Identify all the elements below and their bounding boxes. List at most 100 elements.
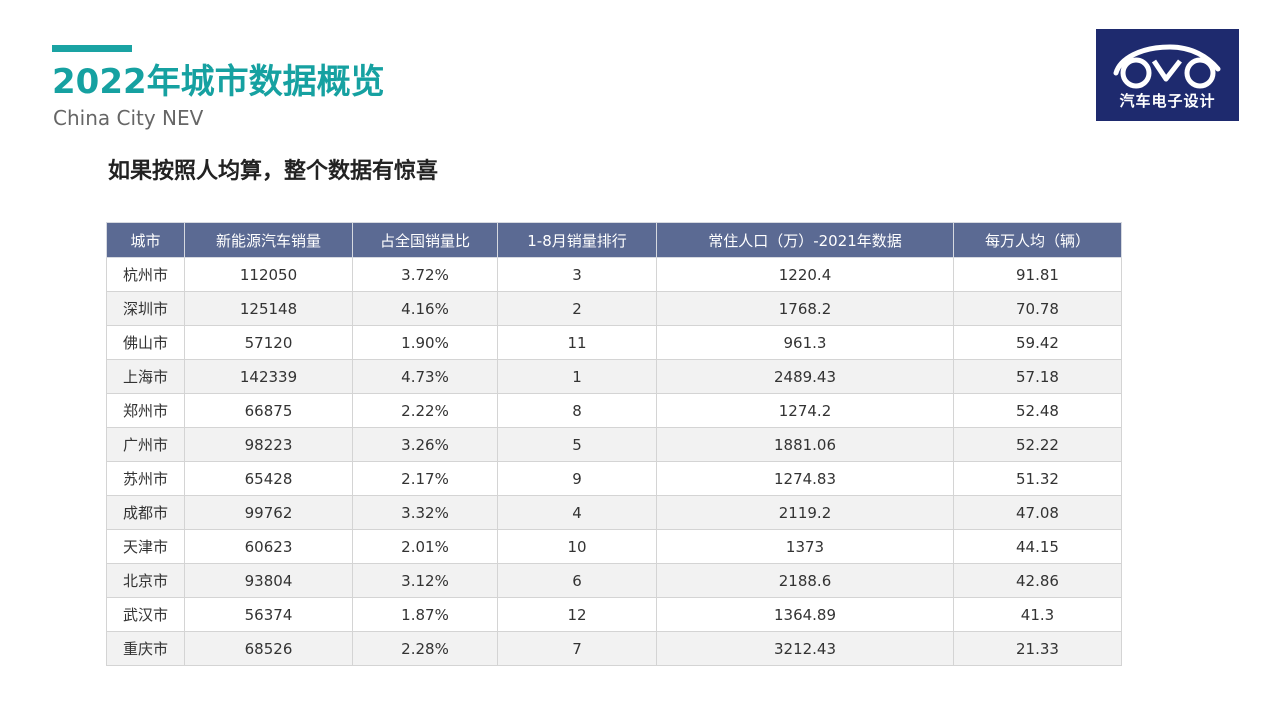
cell-nev-sales: 66875 (184, 393, 353, 428)
column-header-national-share: 占全国销量比 (352, 222, 498, 258)
cell-sales-rank: 2 (497, 291, 657, 326)
table-row: 上海市 142339 4.73% 1 2489.43 57.18 (106, 359, 1122, 394)
cell-per-10k: 59.42 (953, 325, 1122, 360)
column-header-sales-rank: 1-8月销量排行 (497, 222, 657, 258)
cell-per-10k: 52.48 (953, 393, 1122, 428)
cell-city: 苏州市 (106, 461, 185, 496)
cell-national-share: 4.16% (352, 291, 498, 326)
cell-city: 北京市 (106, 563, 185, 598)
table-row: 佛山市 57120 1.90% 11 961.3 59.42 (106, 325, 1122, 360)
cell-city: 杭州市 (106, 257, 185, 292)
cell-population: 2119.2 (656, 495, 954, 530)
slide-headline: 如果按照人均算，整个数据有惊喜 (108, 159, 439, 184)
cell-sales-rank: 9 (497, 461, 657, 496)
table-row: 重庆市 68526 2.28% 7 3212.43 21.33 (106, 631, 1122, 666)
cell-city: 成都市 (106, 495, 185, 530)
cell-city: 天津市 (106, 529, 185, 564)
title-accent-bar (52, 45, 132, 52)
cell-sales-rank: 10 (497, 529, 657, 564)
brand-logo: 汽车电子设计 (1096, 29, 1239, 121)
cell-population: 1364.89 (656, 597, 954, 632)
cell-sales-rank: 8 (497, 393, 657, 428)
cell-per-10k: 57.18 (953, 359, 1122, 394)
column-header-population: 常住人口（万）-2021年数据 (656, 222, 954, 258)
cell-nev-sales: 56374 (184, 597, 353, 632)
cell-nev-sales: 93804 (184, 563, 353, 598)
cell-nev-sales: 57120 (184, 325, 353, 360)
cell-per-10k: 47.08 (953, 495, 1122, 530)
cell-national-share: 2.17% (352, 461, 498, 496)
logo-text: 汽车电子设计 (1119, 92, 1216, 110)
cell-per-10k: 44.15 (953, 529, 1122, 564)
cell-nev-sales: 98223 (184, 427, 353, 462)
table-row: 深圳市 125148 4.16% 2 1768.2 70.78 (106, 291, 1122, 326)
cell-nev-sales: 68526 (184, 631, 353, 666)
cell-nev-sales: 60623 (184, 529, 353, 564)
cell-per-10k: 52.22 (953, 427, 1122, 462)
cell-sales-rank: 6 (497, 563, 657, 598)
table-header-row: 城市 新能源汽车销量 占全国销量比 1-8月销量排行 常住人口（万）-2021年数据 每万… (106, 222, 1122, 258)
cell-national-share: 3.26% (352, 427, 498, 462)
cell-population: 1373 (656, 529, 954, 564)
cell-sales-rank: 4 (497, 495, 657, 530)
cell-nev-sales: 65428 (184, 461, 353, 496)
table-row: 武汉市 56374 1.87% 12 1364.89 41.3 (106, 597, 1122, 632)
cell-city: 佛山市 (106, 325, 185, 360)
cell-per-10k: 51.32 (953, 461, 1122, 496)
cell-population: 961.3 (656, 325, 954, 360)
cell-national-share: 1.90% (352, 325, 498, 360)
cell-population: 2489.43 (656, 359, 954, 394)
cell-nev-sales: 99762 (184, 495, 353, 530)
cell-national-share: 1.87% (352, 597, 498, 632)
cell-per-10k: 21.33 (953, 631, 1122, 666)
cell-sales-rank: 11 (497, 325, 657, 360)
cell-per-10k: 91.81 (953, 257, 1122, 292)
city-data-table: 城市 新能源汽车销量 占全国销量比 1-8月销量排行 常住人口（万）-2021年数据 每万… (106, 222, 1122, 666)
car-outline-icon (1113, 44, 1221, 89)
cell-nev-sales: 142339 (184, 359, 353, 394)
cell-population: 1220.4 (656, 257, 954, 292)
cell-national-share: 2.28% (352, 631, 498, 666)
cell-population: 1768.2 (656, 291, 954, 326)
page-title: 2022年城市数据概览 (52, 62, 385, 102)
cell-population: 1274.83 (656, 461, 954, 496)
cell-per-10k: 42.86 (953, 563, 1122, 598)
cell-city: 上海市 (106, 359, 185, 394)
table-row: 天津市 60623 2.01% 10 1373 44.15 (106, 529, 1122, 564)
cell-population: 3212.43 (656, 631, 954, 666)
cell-national-share: 3.72% (352, 257, 498, 292)
table-body: 杭州市 112050 3.72% 3 1220.4 91.81 深圳市 125148 4.16%… (106, 257, 1122, 666)
cell-nev-sales: 125148 (184, 291, 353, 326)
cell-sales-rank: 7 (497, 631, 657, 666)
table-row: 杭州市 112050 3.72% 3 1220.4 91.81 (106, 257, 1122, 292)
cell-city: 郑州市 (106, 393, 185, 428)
page-subtitle: China City NEV (53, 106, 204, 130)
column-header-nev-sales: 新能源汽车销量 (184, 222, 353, 258)
column-header-per-10k: 每万人均（辆） (953, 222, 1122, 258)
cell-sales-rank: 12 (497, 597, 657, 632)
table-row: 苏州市 65428 2.17% 9 1274.83 51.32 (106, 461, 1122, 496)
cell-population: 1274.2 (656, 393, 954, 428)
cell-sales-rank: 5 (497, 427, 657, 462)
cell-population: 1881.06 (656, 427, 954, 462)
cell-sales-rank: 3 (497, 257, 657, 292)
cell-city: 重庆市 (106, 631, 185, 666)
cell-population: 2188.6 (656, 563, 954, 598)
cell-national-share: 3.32% (352, 495, 498, 530)
table-row: 北京市 93804 3.12% 6 2188.6 42.86 (106, 563, 1122, 598)
cell-per-10k: 70.78 (953, 291, 1122, 326)
cell-city: 深圳市 (106, 291, 185, 326)
table-row: 郑州市 66875 2.22% 8 1274.2 52.48 (106, 393, 1122, 428)
table-row: 广州市 98223 3.26% 5 1881.06 52.22 (106, 427, 1122, 462)
cell-nev-sales: 112050 (184, 257, 353, 292)
column-header-city: 城市 (106, 222, 185, 258)
cell-city: 广州市 (106, 427, 185, 462)
cell-national-share: 2.22% (352, 393, 498, 428)
cell-national-share: 3.12% (352, 563, 498, 598)
cell-national-share: 4.73% (352, 359, 498, 394)
cell-per-10k: 41.3 (953, 597, 1122, 632)
table-row: 成都市 99762 3.32% 4 2119.2 47.08 (106, 495, 1122, 530)
cell-sales-rank: 1 (497, 359, 657, 394)
cell-city: 武汉市 (106, 597, 185, 632)
cell-national-share: 2.01% (352, 529, 498, 564)
